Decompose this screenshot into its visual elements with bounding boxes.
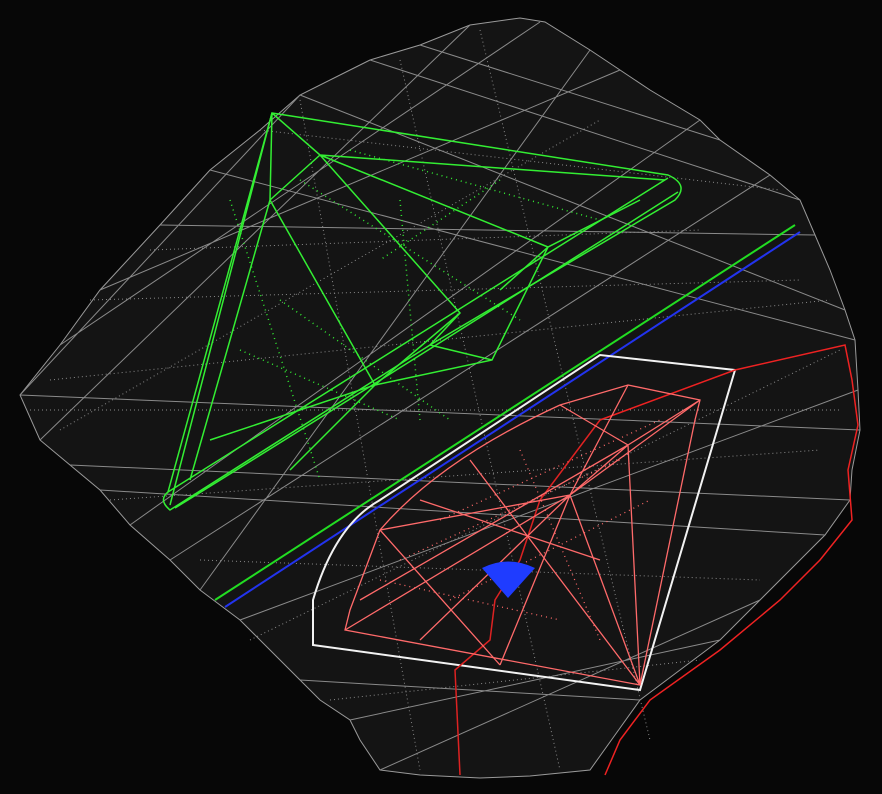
green-gem-wireframe	[162, 112, 682, 511]
green-plane-line	[214, 224, 796, 601]
red-boundary	[599, 344, 859, 776]
blue-plane-line	[224, 231, 801, 608]
blue-marker	[482, 561, 535, 598]
white-outline	[312, 353, 737, 692]
red-gem-wireframe	[344, 384, 701, 686]
